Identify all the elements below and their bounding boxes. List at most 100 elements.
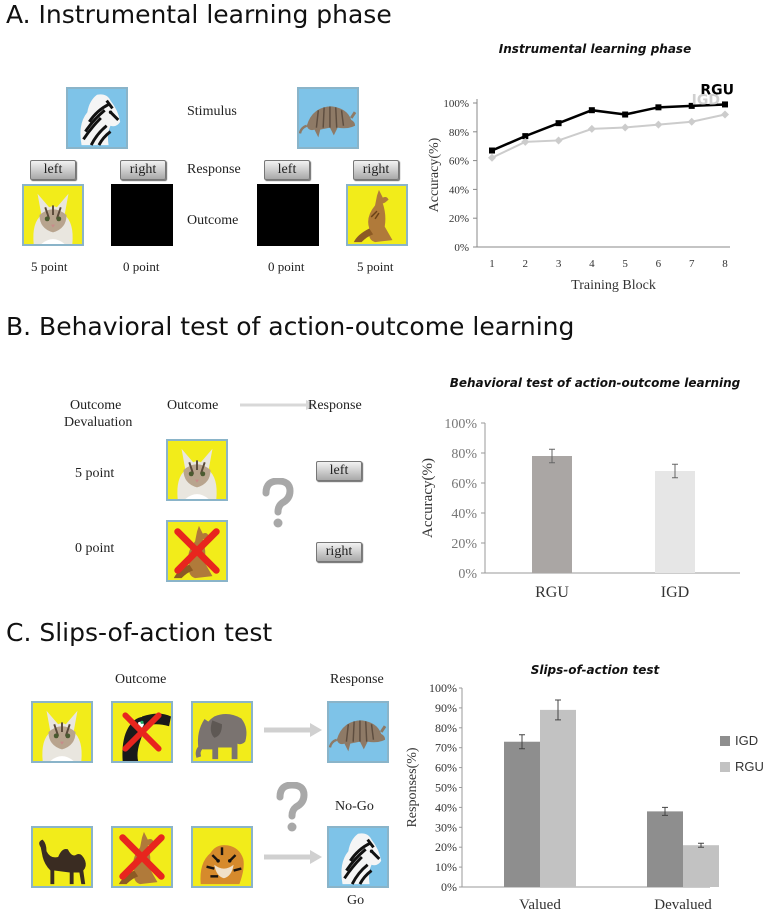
x-tick-label: 7 — [689, 258, 695, 270]
b-outcome-tile-cat — [166, 439, 228, 501]
y-tick-label: 40% — [435, 800, 457, 814]
cross-icon — [117, 707, 167, 757]
tiger-icon — [193, 828, 251, 886]
y-axis-label: Accuracy(%) — [427, 137, 442, 212]
y-tick-label: 0% — [441, 880, 457, 894]
cat-icon — [33, 703, 91, 761]
x-tick-label: 8 — [722, 258, 728, 270]
error-bar-igd-devalued — [662, 806, 668, 816]
cat-icon — [24, 186, 82, 244]
data-point-rgu — [622, 111, 629, 118]
y-tick-label: 80% — [449, 127, 469, 139]
y-tick-label: 10% — [435, 860, 457, 874]
left-button-1[interactable]: left — [30, 160, 76, 180]
devaluation-header-line2: Devaluation — [64, 415, 133, 430]
y-tick-label: 0% — [458, 567, 477, 582]
c-tile-elephant — [191, 701, 253, 763]
response-label: Response — [187, 162, 241, 177]
question-mark-icon — [272, 782, 312, 834]
b-outcome-tile-kangaroo-devalued — [166, 520, 228, 582]
stimulus-tile-zebra — [66, 87, 128, 149]
x-tick-label: 4 — [589, 258, 595, 270]
point-label-3: 0 point — [268, 259, 305, 274]
outcome-header: Outcome — [167, 398, 219, 413]
bar-rgu-valued — [540, 709, 576, 887]
x-tick-label: IGD — [661, 584, 689, 601]
x-axis-label: Training Block — [571, 278, 656, 293]
legend-label-rgu: RGU — [700, 82, 734, 98]
response-header: Response — [308, 398, 362, 413]
arrow-icon — [264, 723, 322, 737]
y-tick-label: 0% — [454, 242, 469, 254]
data-point-igd — [621, 123, 630, 132]
c-tile-tiger — [191, 826, 253, 888]
data-point-igd — [721, 110, 729, 119]
left-button-2[interactable]: left — [264, 160, 310, 180]
data-point-rgu — [555, 120, 562, 127]
c-response-tile-armadillo — [327, 701, 389, 763]
data-point-rgu — [688, 102, 695, 109]
b-right-button[interactable]: right — [316, 542, 362, 562]
legend-swatch-igd — [720, 736, 730, 746]
x-tick-label: Valued — [519, 897, 561, 913]
bar-rgu-devalued — [683, 845, 719, 887]
bar-igd-valued — [504, 741, 540, 887]
chart-action-outcome: Behavioral test of action-outcome learni… — [420, 376, 741, 601]
error-bar-rgu — [549, 448, 555, 464]
point-label-2: 0 point — [123, 259, 160, 274]
data-point-igd — [554, 136, 563, 145]
b-left-button[interactable]: left — [316, 461, 362, 481]
y-tick-label: 70% — [435, 741, 457, 755]
go-label: Go — [347, 893, 365, 908]
y-tick-label: 50% — [435, 781, 457, 795]
outcome-tile-cat — [22, 184, 84, 246]
devaluation-header-line1: Outcome — [70, 398, 122, 413]
b-point-label-2: 0 point — [75, 541, 115, 556]
chart-title: Slips-of-action test — [531, 663, 661, 677]
arrow-icon — [240, 400, 316, 410]
right-button-2[interactable]: right — [353, 160, 399, 180]
point-label-1: 5 point — [31, 259, 68, 274]
y-axis-label: Accuracy(%) — [420, 458, 436, 538]
data-point-rgu — [588, 107, 595, 114]
cat-icon — [168, 441, 226, 499]
question-mark-icon — [258, 478, 298, 530]
y-tick-label: 60% — [449, 156, 469, 168]
camel-icon — [33, 828, 91, 886]
armadillo-icon — [299, 89, 357, 147]
section-b-title: B. Behavioral test of action-outcome lea… — [6, 312, 575, 341]
chart-title: Behavioral test of action-outcome learni… — [450, 376, 741, 390]
zebra-icon — [68, 89, 126, 147]
bar-rgu — [532, 456, 572, 573]
c-response-header: Response — [330, 672, 384, 687]
right-button-1[interactable]: right — [120, 160, 166, 180]
elephant-icon — [193, 703, 251, 761]
zebra-icon — [329, 828, 387, 886]
y-tick-label: 60% — [451, 477, 477, 492]
outcome-tile-blank-1 — [111, 184, 173, 246]
c-tile-toucan-devalued — [111, 701, 173, 763]
x-tick-label: Devalued — [654, 897, 712, 913]
b-point-label-1: 5 point — [75, 466, 115, 481]
x-tick-label: 6 — [656, 258, 662, 270]
y-tick-label: 100% — [429, 681, 457, 695]
y-tick-label: 100% — [444, 417, 477, 432]
armadillo-icon — [329, 703, 387, 761]
error-bar-igd-valued — [519, 734, 525, 750]
data-point-rgu — [655, 104, 662, 111]
x-tick-label: RGU — [535, 584, 569, 601]
y-tick-label: 30% — [435, 820, 457, 834]
outcome-tile-kangaroo — [346, 184, 408, 246]
x-tick-label: 1 — [489, 258, 495, 270]
data-point-igd — [687, 117, 696, 126]
data-point-igd — [654, 120, 663, 129]
y-tick-label: 20% — [449, 213, 469, 225]
c-tile-kangaroo-devalued — [111, 826, 173, 888]
error-bar-rgu-devalued — [698, 842, 704, 848]
cross-icon — [113, 828, 171, 886]
y-tick-label: 80% — [435, 721, 457, 735]
data-point-igd — [587, 124, 596, 133]
kangaroo-icon — [348, 186, 406, 244]
stimulus-label: Stimulus — [187, 104, 237, 119]
data-point-rgu — [522, 133, 529, 140]
